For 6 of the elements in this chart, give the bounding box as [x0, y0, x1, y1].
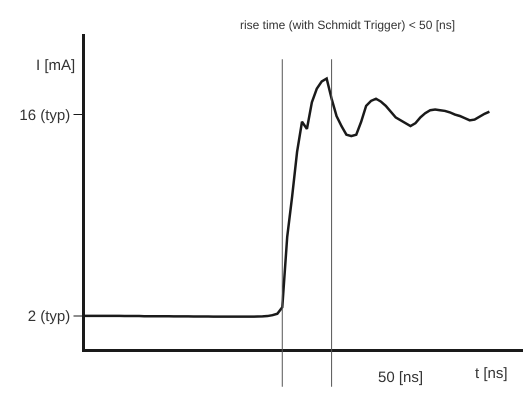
chart-title: rise time (with Schmidt Trigger) < 50 [ns]	[240, 18, 456, 32]
x-axis-title: t [ns]	[475, 365, 508, 382]
y-axis-title: I [mA]	[36, 57, 76, 74]
y-tick-label: 16 (typ)	[19, 106, 70, 124]
y-tick-label: 2 (typ)	[28, 308, 70, 326]
text: 50 [ns]	[378, 369, 424, 386]
